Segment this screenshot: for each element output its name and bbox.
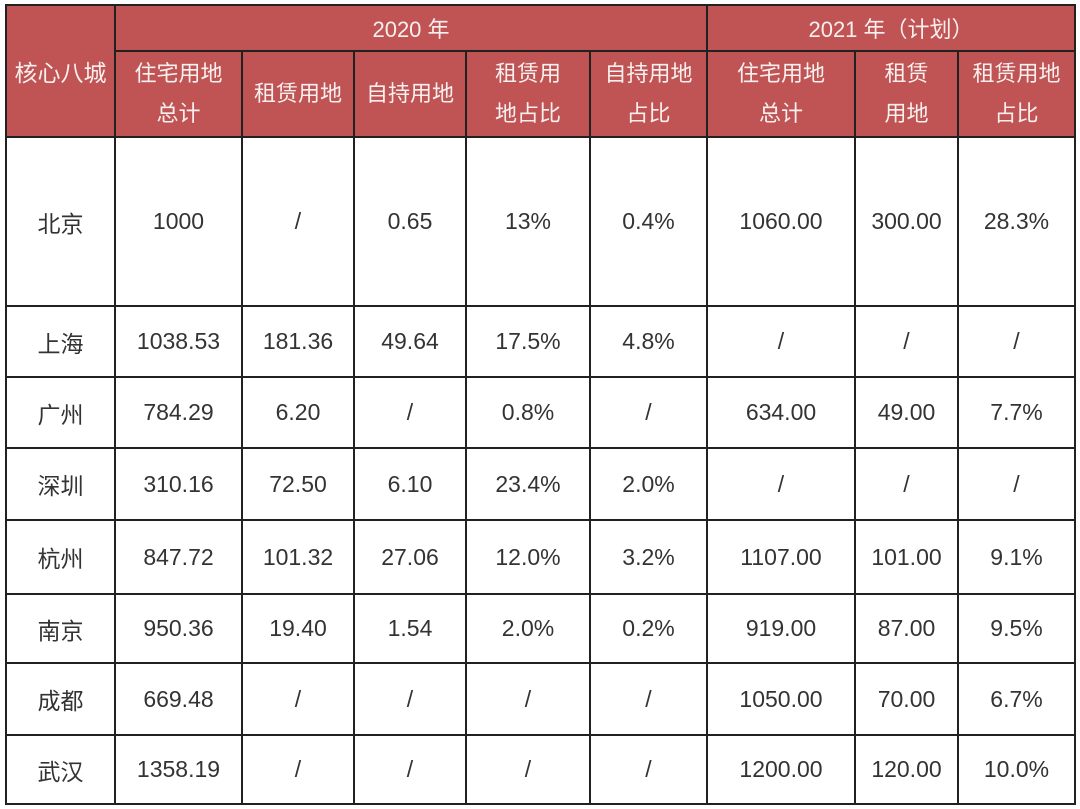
data-cell: /	[589, 734, 708, 805]
column-header-2021-residential-total: 住宅用地 总计	[706, 50, 856, 138]
group-header-row: 核心八城 2020 年 2021 年（计划）	[5, 4, 1076, 138]
data-cell: 9.5%	[957, 593, 1076, 664]
data-cell: 9.1%	[957, 519, 1076, 595]
data-cell: 101.32	[241, 519, 355, 595]
data-cell: /	[589, 376, 708, 449]
data-cell: 784.29	[114, 376, 243, 449]
land-supply-table: 核心八城 2020 年 2021 年（计划） 住宅用地 总计 租赁用地 自持用地…	[5, 4, 1076, 805]
data-cell: /	[706, 447, 856, 521]
data-cell: /	[589, 662, 708, 736]
data-cell: 12.0%	[465, 519, 591, 595]
city-cell: 北京	[5, 136, 116, 307]
table-row-wuhan: 武汉 1358.19 / / / / 1200.00 120.00 10.0%	[5, 734, 1076, 805]
data-cell: /	[353, 376, 467, 449]
data-cell: /	[353, 662, 467, 736]
city-cell: 上海	[5, 305, 116, 378]
table-row-shanghai: 上海 1038.53 181.36 49.64 17.5% 4.8% / / /	[5, 305, 1076, 378]
data-cell: 49.00	[854, 376, 959, 449]
city-cell: 深圳	[5, 447, 116, 521]
data-cell: 1200.00	[706, 734, 856, 805]
data-cell: 19.40	[241, 593, 355, 664]
column-header-2020-rental-land: 租赁用地	[241, 50, 355, 138]
data-cell: 1358.19	[114, 734, 243, 805]
column-header-2020-rental-share: 租赁用 地占比	[465, 50, 591, 138]
city-cell: 杭州	[5, 519, 116, 595]
table-row-chengdu: 成都 669.48 / / / / 1050.00 70.00 6.7%	[5, 662, 1076, 736]
data-cell: /	[854, 305, 959, 378]
data-cell: /	[241, 734, 355, 805]
table-row-nanjing: 南京 950.36 19.40 1.54 2.0% 0.2% 919.00 87…	[5, 593, 1076, 664]
column-header-2021-rental-share: 租赁用地 占比	[957, 50, 1076, 138]
corner-header-core-eight-cities: 核心八城	[5, 4, 116, 138]
data-cell: 23.4%	[465, 447, 591, 521]
table-row-hangzhou: 杭州 847.72 101.32 27.06 12.0% 3.2% 1107.0…	[5, 519, 1076, 595]
data-cell: 6.20	[241, 376, 355, 449]
data-cell: 1107.00	[706, 519, 856, 595]
city-cell: 广州	[5, 376, 116, 449]
data-cell: 0.8%	[465, 376, 591, 449]
data-cell: 0.65	[353, 136, 467, 307]
table-row-guangzhou: 广州 784.29 6.20 / 0.8% / 634.00 49.00 7.7…	[5, 376, 1076, 449]
column-header-2020-selfheld-share: 自持用地 占比	[589, 50, 708, 138]
data-cell: 300.00	[854, 136, 959, 307]
data-cell: /	[957, 447, 1076, 521]
data-cell: /	[957, 305, 1076, 378]
data-cell: 950.36	[114, 593, 243, 664]
city-cell: 成都	[5, 662, 116, 736]
data-cell: 13%	[465, 136, 591, 307]
sub-header-row: 住宅用地 总计 租赁用地 自持用地 租赁用 地占比 自持用地 占比 住宅用地 总…	[6, 50, 1076, 138]
data-cell: 1060.00	[706, 136, 856, 307]
data-cell: 28.3%	[957, 136, 1076, 307]
column-header-2020-residential-total: 住宅用地 总计	[114, 50, 243, 138]
column-header-2020-selfheld-land: 自持用地	[353, 50, 467, 138]
data-cell: 3.2%	[589, 519, 708, 595]
data-cell: 120.00	[854, 734, 959, 805]
data-cell: /	[465, 734, 591, 805]
data-cell: 1000	[114, 136, 243, 307]
city-cell: 武汉	[5, 734, 116, 805]
data-cell: 7.7%	[957, 376, 1076, 449]
group-header-2021-plan: 2021 年（计划）	[706, 4, 1076, 52]
data-cell: 2.0%	[589, 447, 708, 521]
data-cell: 27.06	[353, 519, 467, 595]
data-cell: 70.00	[854, 662, 959, 736]
data-cell: /	[854, 447, 959, 521]
data-cell: 101.00	[854, 519, 959, 595]
table-row-shenzhen: 深圳 310.16 72.50 6.10 23.4% 2.0% / / /	[5, 447, 1076, 521]
data-cell: 6.10	[353, 447, 467, 521]
column-header-2021-rental-land: 租赁 用地	[854, 50, 959, 138]
data-cell: 847.72	[114, 519, 243, 595]
data-cell: 17.5%	[465, 305, 591, 378]
data-cell: 669.48	[114, 662, 243, 736]
data-cell: 87.00	[854, 593, 959, 664]
data-cell: 4.8%	[589, 305, 708, 378]
group-header-2020: 2020 年	[114, 4, 708, 52]
table-row-beijing: 北京 1000 / 0.65 13% 0.4% 1060.00 300.00 2…	[5, 136, 1076, 307]
data-cell: 6.7%	[957, 662, 1076, 736]
data-cell: /	[706, 305, 856, 378]
city-cell: 南京	[5, 593, 116, 664]
data-cell: 181.36	[241, 305, 355, 378]
data-cell: /	[465, 662, 591, 736]
data-cell: 0.2%	[589, 593, 708, 664]
data-cell: 1038.53	[114, 305, 243, 378]
data-cell: 72.50	[241, 447, 355, 521]
data-cell: /	[241, 136, 355, 307]
data-cell: 2.0%	[465, 593, 591, 664]
data-cell: 919.00	[706, 593, 856, 664]
data-cell: 1050.00	[706, 662, 856, 736]
data-cell: 310.16	[114, 447, 243, 521]
data-cell: 0.4%	[589, 136, 708, 307]
data-cell: 634.00	[706, 376, 856, 449]
data-cell: 10.0%	[957, 734, 1076, 805]
data-cell: 1.54	[353, 593, 467, 664]
data-cell: 49.64	[353, 305, 467, 378]
data-cell: /	[353, 734, 467, 805]
data-cell: /	[241, 662, 355, 736]
